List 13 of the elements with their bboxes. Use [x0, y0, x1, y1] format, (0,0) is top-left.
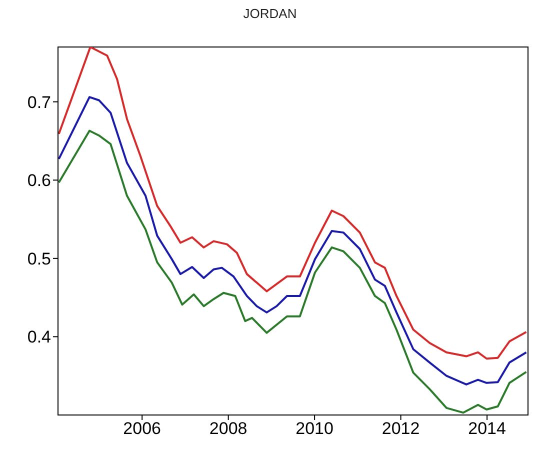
- chart-title: JORDAN: [242, 6, 298, 21]
- x-tick-label: 2006: [123, 419, 161, 438]
- x-tick-label: 2014: [468, 419, 506, 438]
- y-tick-label: 0.5: [27, 249, 51, 268]
- x-tick-label: 2012: [382, 419, 420, 438]
- y-tick-label: 0.4: [27, 328, 51, 347]
- y-tick-label: 0.7: [27, 92, 51, 112]
- line-series: [58, 96, 528, 386]
- y-tick-label: 0.6: [27, 171, 51, 190]
- line-series: [58, 130, 528, 414]
- x-tick-label: 2010: [296, 419, 334, 438]
- line-series: [58, 47, 528, 360]
- x-tick-label: 2008: [209, 419, 248, 438]
